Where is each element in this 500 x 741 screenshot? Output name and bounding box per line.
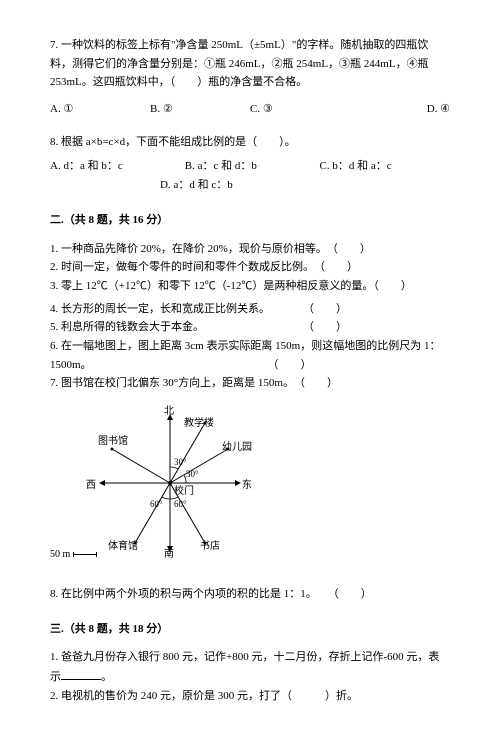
lbl-library: 图书馆 <box>98 433 128 450</box>
q8-opt-c: C. b：d 和 a：c <box>320 157 440 176</box>
q7-opt-a: A. ① <box>50 100 150 119</box>
q8-opt-b: B. a：c 和 d：b <box>185 157 317 176</box>
figure-svg <box>80 403 260 563</box>
f1-blank <box>61 667 101 680</box>
j1: 1. 一种商品先降价 20%，在降价 20%，现价与原价相等。 （ ） <box>50 240 450 259</box>
j6: 6. 在一幅地图上，图上距离 3cm 表示实际距离 150m，则这幅地图的比例尺… <box>50 337 450 374</box>
q8-opt-a: A. d：a 和 b：c <box>50 157 182 176</box>
lbl-gym: 体育馆 <box>108 538 138 555</box>
lbl-east: 东 <box>242 477 252 494</box>
j7: 7. 图书馆在校门北偏东 30°方向上，距离是 150m。 （ ） <box>50 374 450 393</box>
q8-stem: 8. 根据 a×b=c×d，下面不能组成比例的是（ ）。 <box>50 133 450 152</box>
lbl-south: 南 <box>164 546 174 563</box>
q7-stem: 7. 一种饮料的标签上标有"净含量 250mL（±5mL）"的字样。随机抽取的四… <box>50 36 450 92</box>
q7-opt-d: D. ④ <box>350 100 450 119</box>
scale-text: 50 m <box>50 549 70 560</box>
j3: 3. 零上 12℃（+12℃）和零下 12℃（-12℃）是两种相反意义的量。（ … <box>50 277 450 296</box>
direction-figure: 北 南 东 西 教学楼 幼儿园 图书馆 体育馆 书店 校门 30° 30° 60… <box>80 403 260 563</box>
f1: 1. 爸爸九月份存入银行 800 元，记作+800 元，十二月份，存折上记作-6… <box>50 648 450 686</box>
lbl-60b: 60° <box>174 497 187 512</box>
scale-line <box>73 554 97 555</box>
lbl-30a: 30° <box>174 455 187 470</box>
q7-opt-b: B. ② <box>150 100 250 119</box>
lbl-60a: 60° <box>150 497 163 512</box>
q7-options: A. ① B. ② C. ③ D. ④ <box>50 100 450 119</box>
lbl-north: 北 <box>164 403 174 420</box>
lbl-30b: 30° <box>186 467 199 482</box>
j5: 5. 利息所得的钱数会大于本金。 （ ） <box>50 318 450 337</box>
lbl-bookstore: 书店 <box>200 538 220 555</box>
q8-options: A. d：a 和 b：c B. a：c 和 d：b C. b：d 和 a：c D… <box>50 157 450 194</box>
f1b: 。 <box>101 671 112 683</box>
lbl-teaching: 教学楼 <box>184 415 214 432</box>
q8-opt-d: D. a：d 和 c：b <box>160 176 233 195</box>
f2: 2. 电视机的售价为 240 元，原价是 300 元，打了（ ）折。 <box>50 687 450 706</box>
lbl-west: 西 <box>86 477 96 494</box>
lbl-kinder: 幼儿园 <box>222 439 252 456</box>
scale: 50 m <box>50 546 97 563</box>
j4: 4. 长方形的周长一定，长和宽成正比例关系。 （ ） <box>50 300 450 319</box>
section3-header: 三.（共 8 题，共 18 分） <box>50 620 450 639</box>
section2-header: 二.（共 8 题，共 16 分） <box>50 211 450 230</box>
q7-opt-c: C. ③ <box>250 100 350 119</box>
j2: 2. 时间一定，做每个零件的时间和零件个数成反比例。 （ ） <box>50 258 450 277</box>
j8: 8. 在比例中两个外项的积与两个内项的积的比是 1：1。 （ ） <box>50 585 450 604</box>
